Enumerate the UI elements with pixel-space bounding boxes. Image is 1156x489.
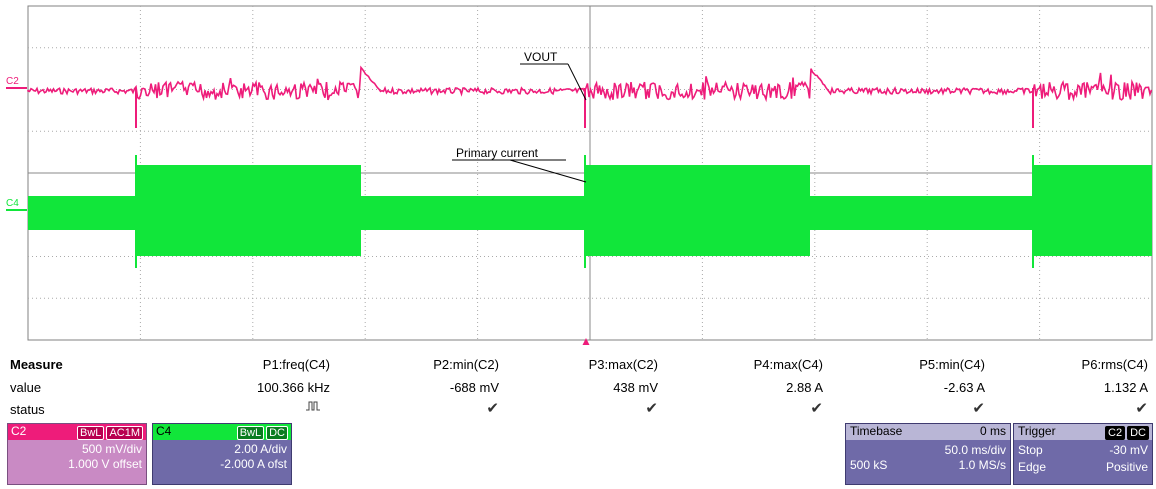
primary-current-label: Primary current — [456, 146, 539, 160]
timebase-label: Timebase — [850, 424, 903, 438]
c2-volts-per-div: 500 mV/div — [81, 442, 142, 456]
p1-name[interactable]: P1:freq(C4) — [262, 357, 330, 372]
p1-value: 100.366 kHz — [257, 380, 330, 395]
c4-bwl-chip: BwL — [236, 426, 265, 440]
c4-trace-burst — [585, 165, 810, 256]
p3-name[interactable]: P3:max(C2) — [588, 357, 658, 372]
status-row-label: status — [10, 402, 45, 417]
p4-value: 2.88 A — [786, 380, 823, 395]
trigger-slope: Positive — [1105, 460, 1148, 474]
c4-trace-burst — [1033, 165, 1152, 256]
p2-name[interactable]: P2:min(C2) — [433, 357, 499, 372]
trigger-coupling-chip: DC — [1127, 426, 1149, 440]
c4-trace-idle — [361, 196, 585, 230]
c4-trace-idle — [810, 196, 1033, 230]
trigger-mode: Stop — [1018, 443, 1043, 457]
c4-coupling-chip: DC — [266, 426, 288, 440]
c4-trace-burst — [136, 165, 361, 256]
c2-marker-label: C2 — [6, 76, 19, 87]
c2-coupling-chip: AC1M — [106, 426, 143, 440]
timebase-per-div: 50.0 ms/div — [944, 443, 1006, 457]
trigger-type: Edge — [1018, 460, 1047, 474]
c2-trace — [27, 65, 1153, 103]
c2-bwl-chip: BwL — [77, 426, 105, 440]
c4-offset: -2.000 A ofst — [220, 457, 287, 471]
value-row-label: value — [10, 380, 42, 395]
primary-current-annotation: Primary current — [452, 146, 587, 183]
c4-amps-per-div: 2.00 A/div — [234, 442, 287, 456]
channel-markers: C2 C4 — [6, 76, 27, 211]
timebase-samples: 500 kS — [850, 458, 888, 472]
timebase-delay: 0 ms — [979, 424, 1006, 438]
check-icon: ✔ — [1135, 400, 1148, 417]
c2-channel-descriptor[interactable]: C2 BwL AC1M 500 mV/div 1.000 V offset — [7, 423, 147, 485]
pulse-icon — [306, 400, 320, 416]
p6-value: 1.132 A — [1103, 380, 1148, 395]
c2-descriptor-id: C2 — [11, 424, 27, 438]
p5-name[interactable]: P5:min(C4) — [919, 357, 985, 372]
vout-label: VOUT — [524, 50, 558, 64]
trigger-descriptor[interactable]: Trigger C2 DC Stop -30 mV Edge Positive — [1013, 423, 1153, 485]
c4-trace-idle — [28, 196, 136, 230]
check-icon: ✔ — [810, 400, 823, 417]
check-icon: ✔ — [486, 400, 499, 417]
vout-annotation: VOUT — [520, 50, 587, 101]
trigger-position-marker[interactable] — [582, 338, 590, 345]
c4-channel-descriptor[interactable]: C4 BwL DC 2.00 A/div -2.000 A ofst — [152, 423, 292, 485]
p3-value: 438 mV — [613, 380, 658, 395]
c2-offset: 1.000 V offset — [68, 457, 142, 471]
check-icon: ✔ — [645, 400, 658, 417]
p4-name[interactable]: P4:max(C4) — [753, 357, 823, 372]
trigger-level: -30 mV — [1109, 443, 1148, 457]
c4-marker-label: C4 — [6, 198, 19, 209]
p6-name[interactable]: P6:rms(C4) — [1081, 357, 1148, 372]
timebase-sample-rate: 1.0 MS/s — [958, 458, 1006, 472]
waveform-display: C2 C4 VOUT Primary current — [6, 5, 1153, 345]
trigger-label: Trigger — [1018, 424, 1056, 438]
c4-descriptor-id: C4 — [156, 424, 172, 438]
p2-value: -688 mV — [449, 380, 499, 395]
trigger-source-chip: C2 — [1105, 426, 1126, 440]
measure-title: Measure — [10, 357, 63, 372]
p5-value: -2.63 A — [943, 380, 985, 395]
check-icon: ✔ — [972, 400, 985, 417]
timebase-descriptor[interactable]: Timebase 0 ms 50.0 ms/div 500 kS 1.0 MS/… — [845, 423, 1011, 485]
